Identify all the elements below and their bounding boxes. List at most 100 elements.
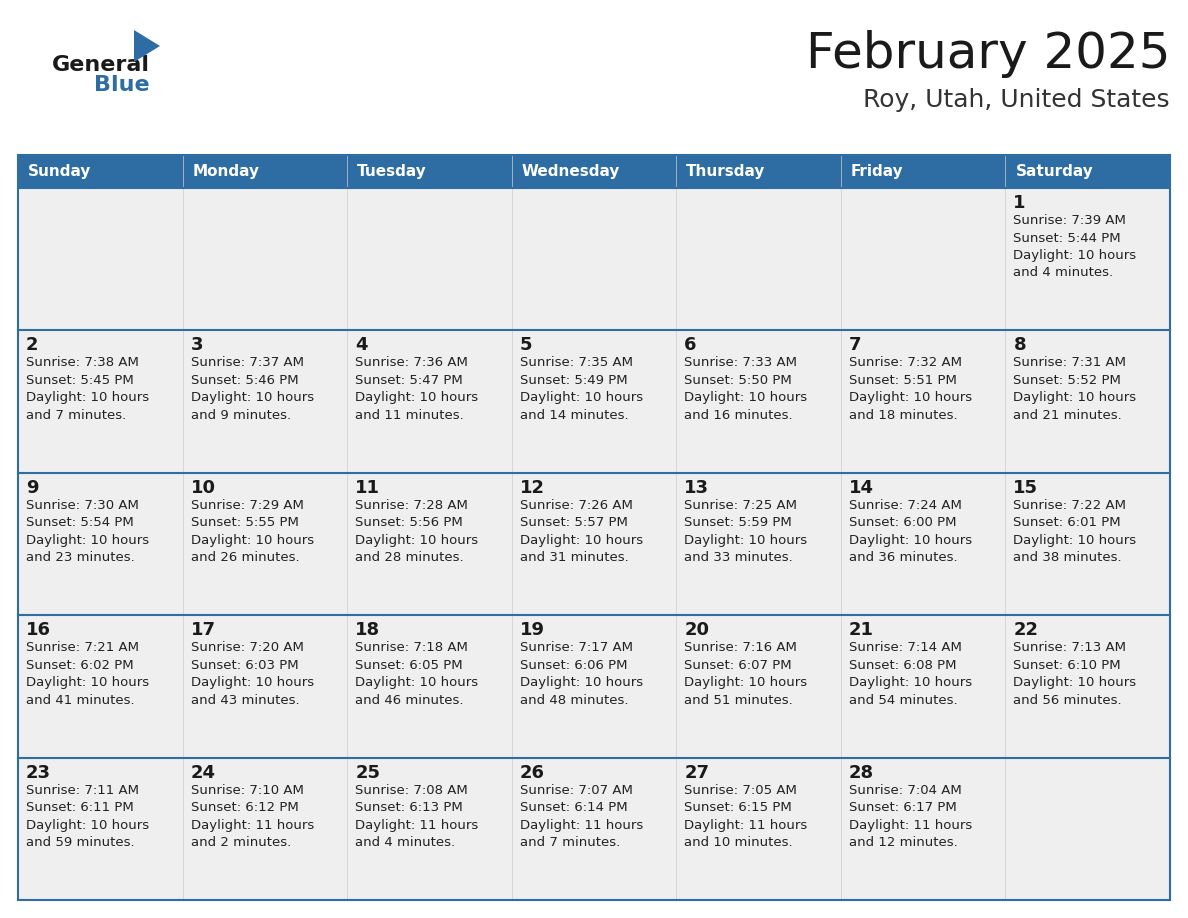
Text: Sunrise: 7:32 AM
Sunset: 5:51 PM
Daylight: 10 hours
and 18 minutes.: Sunrise: 7:32 AM Sunset: 5:51 PM Dayligh… xyxy=(849,356,972,422)
Text: 23: 23 xyxy=(26,764,51,781)
Bar xyxy=(18,155,1170,900)
Text: Sunrise: 7:13 AM
Sunset: 6:10 PM
Daylight: 10 hours
and 56 minutes.: Sunrise: 7:13 AM Sunset: 6:10 PM Dayligh… xyxy=(1013,641,1137,707)
Text: February 2025: February 2025 xyxy=(805,30,1170,78)
Text: 1: 1 xyxy=(1013,194,1026,212)
Bar xyxy=(18,330,183,473)
Text: 26: 26 xyxy=(519,764,545,781)
Text: Sunrise: 7:04 AM
Sunset: 6:17 PM
Daylight: 11 hours
and 12 minutes.: Sunrise: 7:04 AM Sunset: 6:17 PM Dayligh… xyxy=(849,784,972,849)
Bar xyxy=(18,188,183,330)
Text: 12: 12 xyxy=(519,479,545,497)
Bar xyxy=(841,473,1005,615)
Text: 3: 3 xyxy=(190,336,203,354)
Text: Sunrise: 7:24 AM
Sunset: 6:00 PM
Daylight: 10 hours
and 36 minutes.: Sunrise: 7:24 AM Sunset: 6:00 PM Dayligh… xyxy=(849,498,972,565)
Text: 18: 18 xyxy=(355,621,380,639)
Text: Sunrise: 7:36 AM
Sunset: 5:47 PM
Daylight: 10 hours
and 11 minutes.: Sunrise: 7:36 AM Sunset: 5:47 PM Dayligh… xyxy=(355,356,479,422)
Bar xyxy=(676,757,841,900)
Bar xyxy=(841,615,1005,757)
Text: Sunrise: 7:21 AM
Sunset: 6:02 PM
Daylight: 10 hours
and 41 minutes.: Sunrise: 7:21 AM Sunset: 6:02 PM Dayligh… xyxy=(26,641,150,707)
Text: 11: 11 xyxy=(355,479,380,497)
Text: 4: 4 xyxy=(355,336,367,354)
Text: Sunrise: 7:37 AM
Sunset: 5:46 PM
Daylight: 10 hours
and 9 minutes.: Sunrise: 7:37 AM Sunset: 5:46 PM Dayligh… xyxy=(190,356,314,422)
Bar xyxy=(841,330,1005,473)
Text: 16: 16 xyxy=(26,621,51,639)
Bar xyxy=(18,473,183,615)
Text: 15: 15 xyxy=(1013,479,1038,497)
Bar xyxy=(183,473,347,615)
Text: Sunrise: 7:22 AM
Sunset: 6:01 PM
Daylight: 10 hours
and 38 minutes.: Sunrise: 7:22 AM Sunset: 6:01 PM Dayligh… xyxy=(1013,498,1137,565)
Bar xyxy=(18,155,1170,188)
Text: Sunrise: 7:35 AM
Sunset: 5:49 PM
Daylight: 10 hours
and 14 minutes.: Sunrise: 7:35 AM Sunset: 5:49 PM Dayligh… xyxy=(519,356,643,422)
Bar xyxy=(183,757,347,900)
Bar xyxy=(676,330,841,473)
Text: Friday: Friday xyxy=(851,164,904,179)
Bar xyxy=(1005,188,1170,330)
Bar xyxy=(676,615,841,757)
Text: 28: 28 xyxy=(849,764,874,781)
Bar xyxy=(183,188,347,330)
Bar xyxy=(183,330,347,473)
Text: 7: 7 xyxy=(849,336,861,354)
Text: Sunrise: 7:26 AM
Sunset: 5:57 PM
Daylight: 10 hours
and 31 minutes.: Sunrise: 7:26 AM Sunset: 5:57 PM Dayligh… xyxy=(519,498,643,565)
Bar xyxy=(347,188,512,330)
Text: 8: 8 xyxy=(1013,336,1026,354)
Text: Monday: Monday xyxy=(192,164,259,179)
Bar xyxy=(512,330,676,473)
Bar xyxy=(1005,757,1170,900)
Bar xyxy=(347,757,512,900)
Text: Sunrise: 7:18 AM
Sunset: 6:05 PM
Daylight: 10 hours
and 46 minutes.: Sunrise: 7:18 AM Sunset: 6:05 PM Dayligh… xyxy=(355,641,479,707)
Bar xyxy=(512,615,676,757)
Text: 19: 19 xyxy=(519,621,545,639)
Bar xyxy=(1005,473,1170,615)
Text: 17: 17 xyxy=(190,621,215,639)
Text: General: General xyxy=(52,55,150,75)
Text: Sunrise: 7:14 AM
Sunset: 6:08 PM
Daylight: 10 hours
and 54 minutes.: Sunrise: 7:14 AM Sunset: 6:08 PM Dayligh… xyxy=(849,641,972,707)
Bar xyxy=(1005,330,1170,473)
Text: 22: 22 xyxy=(1013,621,1038,639)
Text: Sunrise: 7:07 AM
Sunset: 6:14 PM
Daylight: 11 hours
and 7 minutes.: Sunrise: 7:07 AM Sunset: 6:14 PM Dayligh… xyxy=(519,784,643,849)
Text: Roy, Utah, United States: Roy, Utah, United States xyxy=(864,88,1170,112)
Bar xyxy=(18,757,183,900)
Text: 10: 10 xyxy=(190,479,215,497)
Text: Sunrise: 7:28 AM
Sunset: 5:56 PM
Daylight: 10 hours
and 28 minutes.: Sunrise: 7:28 AM Sunset: 5:56 PM Dayligh… xyxy=(355,498,479,565)
Polygon shape xyxy=(134,30,160,62)
Bar xyxy=(183,615,347,757)
Text: 2: 2 xyxy=(26,336,38,354)
Text: Sunrise: 7:33 AM
Sunset: 5:50 PM
Daylight: 10 hours
and 16 minutes.: Sunrise: 7:33 AM Sunset: 5:50 PM Dayligh… xyxy=(684,356,808,422)
Text: Sunday: Sunday xyxy=(29,164,91,179)
Text: 14: 14 xyxy=(849,479,874,497)
Text: 20: 20 xyxy=(684,621,709,639)
Text: 13: 13 xyxy=(684,479,709,497)
Bar xyxy=(347,330,512,473)
Text: 24: 24 xyxy=(190,764,215,781)
Text: Sunrise: 7:30 AM
Sunset: 5:54 PM
Daylight: 10 hours
and 23 minutes.: Sunrise: 7:30 AM Sunset: 5:54 PM Dayligh… xyxy=(26,498,150,565)
Bar xyxy=(676,188,841,330)
Text: 6: 6 xyxy=(684,336,697,354)
Text: Sunrise: 7:39 AM
Sunset: 5:44 PM
Daylight: 10 hours
and 4 minutes.: Sunrise: 7:39 AM Sunset: 5:44 PM Dayligh… xyxy=(1013,214,1137,279)
Text: 21: 21 xyxy=(849,621,874,639)
Bar xyxy=(841,188,1005,330)
Bar xyxy=(841,757,1005,900)
Text: Sunrise: 7:05 AM
Sunset: 6:15 PM
Daylight: 11 hours
and 10 minutes.: Sunrise: 7:05 AM Sunset: 6:15 PM Dayligh… xyxy=(684,784,808,849)
Text: Sunrise: 7:20 AM
Sunset: 6:03 PM
Daylight: 10 hours
and 43 minutes.: Sunrise: 7:20 AM Sunset: 6:03 PM Dayligh… xyxy=(190,641,314,707)
Text: Sunrise: 7:16 AM
Sunset: 6:07 PM
Daylight: 10 hours
and 51 minutes.: Sunrise: 7:16 AM Sunset: 6:07 PM Dayligh… xyxy=(684,641,808,707)
Bar xyxy=(18,615,183,757)
Text: Sunrise: 7:10 AM
Sunset: 6:12 PM
Daylight: 11 hours
and 2 minutes.: Sunrise: 7:10 AM Sunset: 6:12 PM Dayligh… xyxy=(190,784,314,849)
Text: Sunrise: 7:31 AM
Sunset: 5:52 PM
Daylight: 10 hours
and 21 minutes.: Sunrise: 7:31 AM Sunset: 5:52 PM Dayligh… xyxy=(1013,356,1137,422)
Bar xyxy=(512,473,676,615)
Text: Sunrise: 7:29 AM
Sunset: 5:55 PM
Daylight: 10 hours
and 26 minutes.: Sunrise: 7:29 AM Sunset: 5:55 PM Dayligh… xyxy=(190,498,314,565)
Text: Sunrise: 7:38 AM
Sunset: 5:45 PM
Daylight: 10 hours
and 7 minutes.: Sunrise: 7:38 AM Sunset: 5:45 PM Dayligh… xyxy=(26,356,150,422)
Text: Sunrise: 7:11 AM
Sunset: 6:11 PM
Daylight: 10 hours
and 59 minutes.: Sunrise: 7:11 AM Sunset: 6:11 PM Dayligh… xyxy=(26,784,150,849)
Text: Sunrise: 7:08 AM
Sunset: 6:13 PM
Daylight: 11 hours
and 4 minutes.: Sunrise: 7:08 AM Sunset: 6:13 PM Dayligh… xyxy=(355,784,479,849)
Bar xyxy=(676,473,841,615)
Text: Wednesday: Wednesday xyxy=(522,164,620,179)
Text: 5: 5 xyxy=(519,336,532,354)
Bar xyxy=(512,757,676,900)
Text: Thursday: Thursday xyxy=(687,164,765,179)
Text: 25: 25 xyxy=(355,764,380,781)
Bar xyxy=(1005,615,1170,757)
Text: Blue: Blue xyxy=(94,75,150,95)
Bar xyxy=(347,473,512,615)
Bar xyxy=(512,188,676,330)
Text: 9: 9 xyxy=(26,479,38,497)
Text: Sunrise: 7:25 AM
Sunset: 5:59 PM
Daylight: 10 hours
and 33 minutes.: Sunrise: 7:25 AM Sunset: 5:59 PM Dayligh… xyxy=(684,498,808,565)
